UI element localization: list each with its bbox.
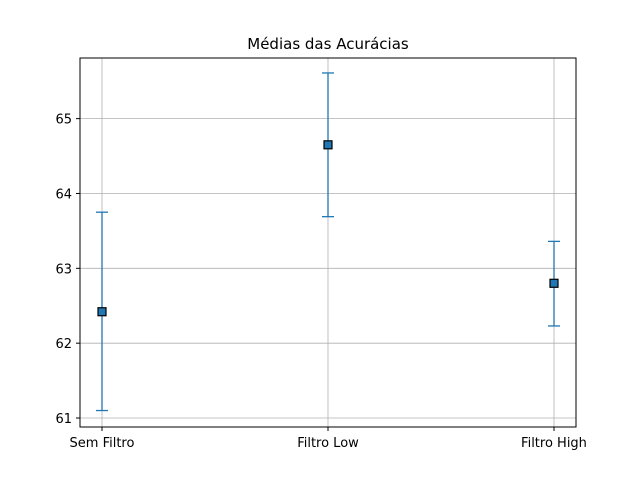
y-tick-label-0: 61 [55, 412, 72, 427]
axes [76, 57, 577, 431]
x-tick-label-1: Filtro Low [297, 436, 359, 451]
chart-title: Médias das Acurácias [247, 35, 409, 53]
y-tick-label-3: 64 [55, 187, 72, 202]
y-tick-label-4: 65 [55, 113, 72, 128]
y-tick-label-1: 62 [55, 337, 72, 352]
data-point-1 [323, 140, 333, 150]
data-point-0 [97, 307, 107, 317]
tick-labels: 61 62 63 64 65 Sem Filtro Filtro Low Filtro Hig… [55, 113, 586, 451]
y-tick-label-2: 63 [55, 262, 72, 277]
data-point-2 [549, 278, 559, 288]
x-tick-label-0: Sem Filtro [70, 436, 135, 451]
data-markers [97, 140, 559, 317]
x-tick-label-2: Filtro High [521, 436, 587, 451]
